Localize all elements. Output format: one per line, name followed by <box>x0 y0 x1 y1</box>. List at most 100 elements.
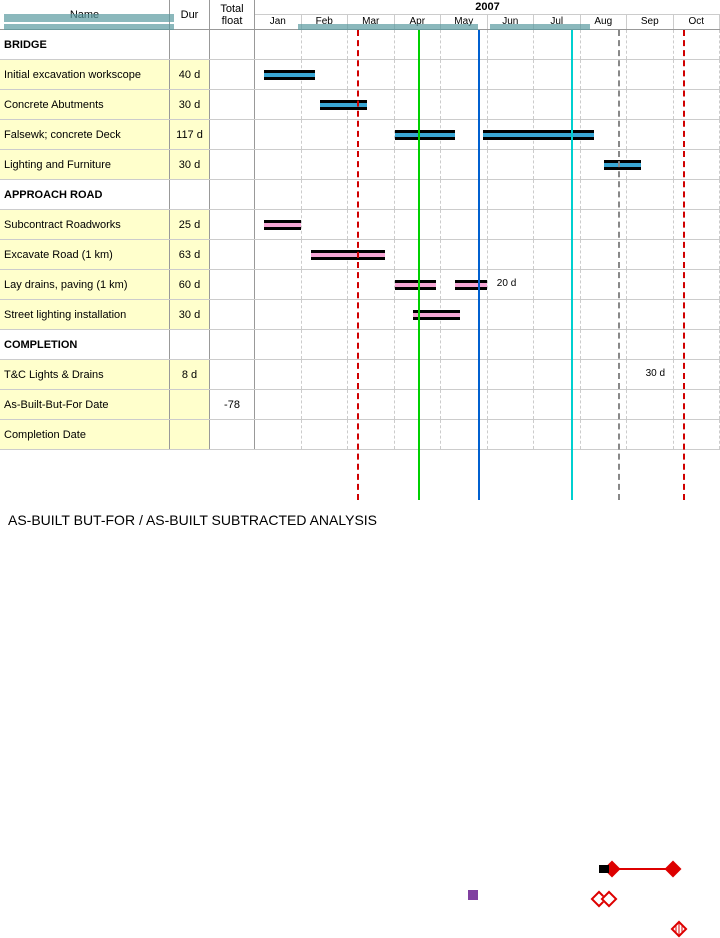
task-name: Excavate Road (1 km) <box>0 240 170 269</box>
task-dur: 30 d <box>170 90 210 119</box>
task-chart <box>255 30 720 59</box>
task-dur: 40 d <box>170 60 210 89</box>
gantt-bar <box>604 160 641 170</box>
year-label: 2007 <box>255 0 720 15</box>
vline <box>683 30 685 500</box>
task-dur <box>170 30 210 59</box>
gantt-bar <box>455 280 488 290</box>
gantt-bar <box>264 220 301 230</box>
task-float <box>210 330 255 359</box>
task-name: COMPLETION <box>0 330 170 359</box>
task-dur <box>170 330 210 359</box>
task-dur: 30 d <box>170 300 210 329</box>
task-dur <box>170 390 210 419</box>
task-row: Concrete Abutments30 d <box>0 90 720 120</box>
task-name: Concrete Abutments <box>0 90 170 119</box>
section-row: APPROACH ROAD <box>0 180 720 210</box>
task-chart <box>255 90 720 119</box>
task-row: Excavate Road (1 km)63 d <box>0 240 720 270</box>
task-float <box>210 180 255 209</box>
task-row: Lighting and Furniture30 d <box>0 150 720 180</box>
task-float <box>210 120 255 149</box>
vline <box>357 30 359 500</box>
task-dur: 60 d <box>170 270 210 299</box>
vline <box>418 30 420 500</box>
task-name: Lighting and Furniture <box>0 150 170 179</box>
section-row: BRIDGE <box>0 30 720 60</box>
task-dur: 25 d <box>170 210 210 239</box>
gantt-bar <box>483 130 595 140</box>
marker-connector <box>612 868 672 870</box>
bar-label: 20 d <box>497 278 516 289</box>
task-row: Initial excavation workscope40 d <box>0 60 720 90</box>
section-row: COMPLETION <box>0 330 720 360</box>
task-chart <box>255 150 720 179</box>
task-chart: 20 d <box>255 270 720 299</box>
task-row: Lay drains, paving (1 km)60 d 20 d <box>0 270 720 300</box>
task-dur: 117 d <box>170 120 210 149</box>
gantt-bar <box>395 280 437 290</box>
task-dur <box>170 420 210 449</box>
task-float <box>210 360 255 389</box>
vline <box>571 30 573 500</box>
gantt-bar <box>311 250 385 260</box>
rows-container: BRIDGEInitial excavation workscope40 dCo… <box>0 30 720 450</box>
bar-marker <box>599 865 609 873</box>
task-dur: 30 d <box>170 150 210 179</box>
task-chart <box>255 240 720 269</box>
task-row: Completion Date <box>0 420 720 450</box>
gantt-bar <box>320 100 367 110</box>
task-float <box>210 150 255 179</box>
task-name: As-Built-But-For Date <box>0 390 170 419</box>
task-chart <box>255 180 720 209</box>
task-name: Falsewk; concrete Deck <box>0 120 170 149</box>
bar-label: 30 d <box>646 368 665 379</box>
task-chart: 30 d <box>255 360 720 389</box>
task-float <box>210 420 255 449</box>
task-float <box>210 30 255 59</box>
task-chart <box>255 120 720 149</box>
footer-title: AS-BUILT BUT-FOR / AS-BUILT SUBTRACTED A… <box>8 512 377 528</box>
task-row: As-Built-But-For Date -78 <box>0 390 720 420</box>
task-name: Lay drains, paving (1 km) <box>0 270 170 299</box>
task-chart <box>255 300 720 329</box>
vline <box>618 30 620 500</box>
task-dur <box>170 180 210 209</box>
task-chart <box>255 330 720 359</box>
task-name: Subcontract Roadworks <box>0 210 170 239</box>
task-dur: 8 d <box>170 360 210 389</box>
header-dur: Dur <box>170 0 210 29</box>
task-row: Falsewk; concrete Deck117 d <box>0 120 720 150</box>
task-chart <box>255 210 720 239</box>
flag-icon <box>468 890 478 900</box>
gantt-bar <box>264 70 315 80</box>
task-chart <box>255 60 720 89</box>
task-float <box>210 90 255 119</box>
task-float: -78 <box>210 390 255 419</box>
month-cell: Jan <box>255 15 302 29</box>
header-float: Total float <box>210 0 255 29</box>
task-name: Completion Date <box>0 420 170 449</box>
task-chart <box>255 390 720 419</box>
task-name: BRIDGE <box>0 30 170 59</box>
task-row: Subcontract Roadworks25 d <box>0 210 720 240</box>
gantt-container: Name Dur Total float 2007 JanFebMarAprMa… <box>0 0 720 540</box>
task-chart <box>255 420 720 449</box>
month-cell: Sep <box>627 15 674 29</box>
decor-band <box>4 14 174 22</box>
month-cell: Oct <box>674 15 720 29</box>
task-row: Street lighting installation30 d <box>0 300 720 330</box>
task-float <box>210 60 255 89</box>
task-name: Street lighting installation <box>0 300 170 329</box>
task-name: Initial excavation workscope <box>0 60 170 89</box>
task-float <box>210 300 255 329</box>
vline <box>478 30 480 500</box>
diamond-open <box>601 891 618 908</box>
task-float <box>210 270 255 299</box>
gantt-bar <box>413 310 460 320</box>
gantt-bar <box>395 130 455 140</box>
task-float <box>210 240 255 269</box>
task-name: APPROACH ROAD <box>0 180 170 209</box>
task-float <box>210 210 255 239</box>
diamond-hatched <box>671 921 688 938</box>
